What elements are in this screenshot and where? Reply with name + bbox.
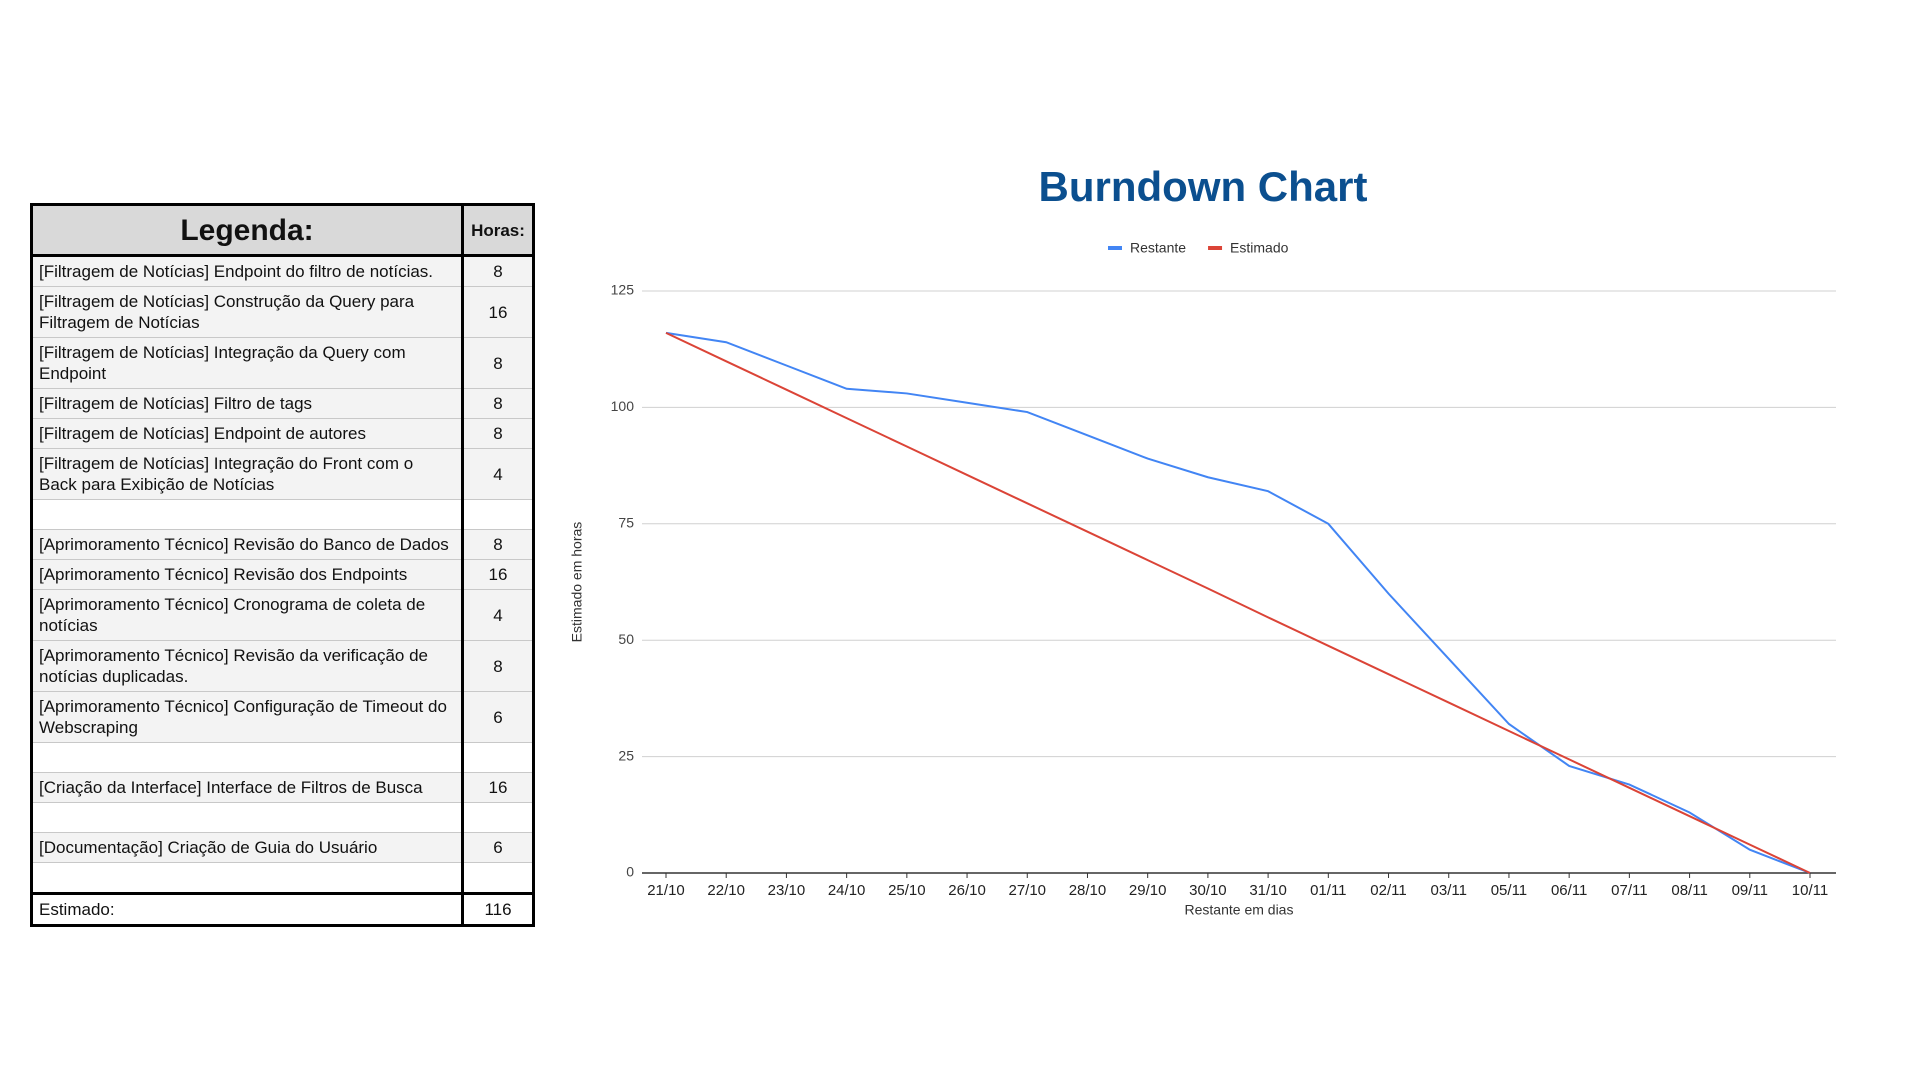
hours-cell: 8 (461, 640, 534, 692)
hours-cell: 16 (461, 772, 534, 803)
x-tick-label: 10/11 (1792, 882, 1828, 899)
task-cell: [Filtragem de Notícias] Integração do Fr… (31, 448, 463, 500)
table-row: [Filtragem de Notícias] Filtro de tags 8 (31, 388, 534, 419)
x-axis-title: Restante em dias (1185, 902, 1294, 918)
x-tick-label: 06/11 (1551, 882, 1587, 899)
y-tick-label: 50 (618, 631, 634, 647)
table-row: [Filtragem de Notícias] Integração da Qu… (31, 337, 534, 389)
hours-cell: 6 (461, 691, 534, 743)
hours-cell: 8 (461, 337, 534, 389)
blank-cell (31, 862, 463, 894)
legend-label: Restante (1130, 240, 1186, 256)
y-axis-title: Estimado em horas (569, 522, 585, 643)
x-tick-label: 02/11 (1370, 882, 1406, 899)
table-row: [Filtragem de Notícias] Construção da Qu… (31, 286, 534, 338)
chart-title: Burndown Chart (1039, 163, 1368, 210)
x-tick-label: 03/11 (1431, 882, 1467, 899)
blank-cell (461, 742, 534, 773)
blank-cell (31, 742, 463, 773)
hours-cell: 8 (461, 388, 534, 419)
x-tick-label: 23/10 (768, 882, 806, 899)
blank-cell (461, 802, 534, 833)
task-cell: [Filtragem de Notícias] Integração da Qu… (31, 337, 463, 389)
y-tick-label: 100 (611, 398, 635, 414)
series-line (665, 331, 1811, 874)
table-row: [Criação da Interface] Interface de Filt… (31, 772, 534, 803)
footer-label: Estimado: (31, 892, 463, 926)
task-cell: [Documentação] Criação de Guia do Usuári… (31, 832, 463, 863)
blank-cell (31, 802, 463, 833)
series-line (665, 331, 1811, 874)
blank-cell (31, 499, 463, 530)
task-cell: [Aprimoramento Técnico] Cronograma de co… (31, 589, 463, 641)
hours-cell: 16 (461, 559, 534, 590)
x-tick-label: 28/10 (1069, 882, 1107, 899)
hours-cell: 16 (461, 286, 534, 338)
x-tick-label: 09/11 (1732, 882, 1768, 899)
task-cell: [Filtragem de Notícias] Construção da Qu… (31, 286, 463, 338)
x-tick-label: 31/10 (1249, 882, 1287, 899)
table-row: [Aprimoramento Técnico] Revisão dos Endp… (31, 559, 534, 590)
blank-row (31, 862, 534, 894)
hours-cell: 8 (461, 418, 534, 449)
y-tick-label: 0 (626, 864, 634, 880)
x-tick-label: 30/10 (1189, 882, 1227, 899)
y-tick-label: 25 (618, 747, 634, 763)
blank-row (31, 802, 534, 833)
x-tick-label: 08/11 (1671, 882, 1707, 899)
x-tick-label: 07/11 (1611, 882, 1647, 899)
x-tick-label: 29/10 (1129, 882, 1167, 899)
x-tick-label: 22/10 (707, 882, 745, 899)
footer-row: Estimado: 116 (31, 892, 534, 926)
x-tick-label: 05/11 (1491, 882, 1527, 899)
blank-row (31, 499, 534, 530)
table-row: [Aprimoramento Técnico] Revisão do Banco… (31, 529, 534, 560)
x-tick-label: 25/10 (888, 882, 926, 899)
x-tick-label: 01/11 (1310, 882, 1346, 899)
x-tick-label: 21/10 (647, 882, 685, 899)
x-tick-label: 26/10 (948, 882, 986, 899)
task-cell: [Aprimoramento Técnico] Revisão do Banco… (31, 529, 463, 560)
task-cell: [Filtragem de Notícias] Filtro de tags (31, 388, 463, 419)
blank-cell (461, 862, 534, 894)
x-tick-label: 24/10 (828, 882, 866, 899)
task-cell: [Aprimoramento Técnico] Revisão da verif… (31, 640, 463, 692)
table-title: Legenda: (31, 204, 463, 257)
task-cell: [Aprimoramento Técnico] Revisão dos Endp… (31, 559, 463, 590)
y-tick-label: 125 (611, 282, 635, 298)
hours-header: Horas: (461, 204, 534, 257)
x-tick-label: 27/10 (1008, 882, 1046, 899)
table-row: [Documentação] Criação de Guia do Usuári… (31, 832, 534, 863)
legend-label: Estimado (1230, 240, 1289, 256)
legend-swatch (1208, 246, 1223, 250)
legend-table: Legenda: Horas: [Filtragem de Notícias] … (30, 203, 535, 927)
footer-total: 116 (461, 892, 534, 926)
blank-cell (461, 499, 534, 530)
blank-row (31, 742, 534, 773)
table-row: [Aprimoramento Técnico] Cronograma de co… (31, 589, 534, 641)
table-row: [Aprimoramento Técnico] Revisão da verif… (31, 640, 534, 692)
task-cell: [Filtragem de Notícias] Endpoint de auto… (31, 418, 463, 449)
hours-cell: 6 (461, 832, 534, 863)
legend-swatch (1108, 246, 1122, 250)
table-row: [Filtragem de Notícias] Endpoint de auto… (31, 418, 534, 449)
y-tick-label: 75 (618, 515, 634, 531)
